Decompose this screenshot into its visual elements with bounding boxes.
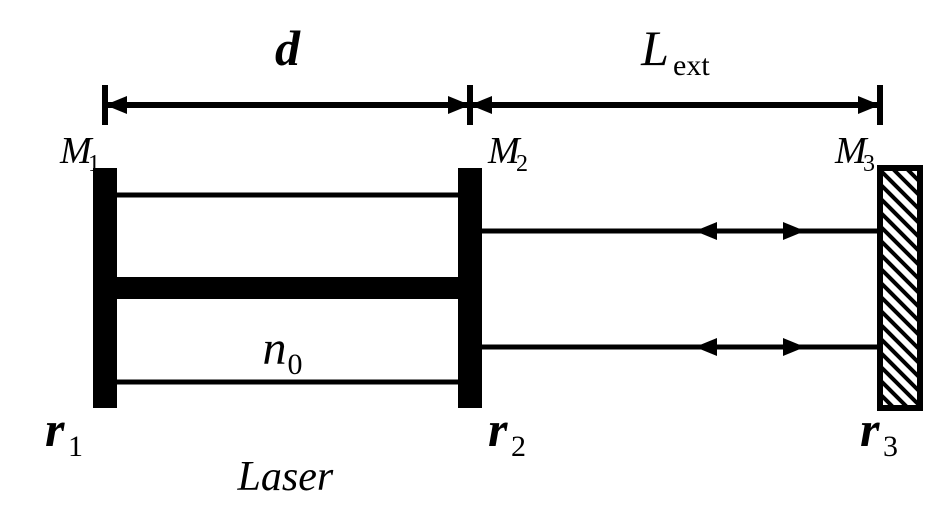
label-n0-group: n 0 (263, 322, 303, 381)
external-beams (482, 222, 880, 356)
label-r3-sub: 3 (883, 430, 898, 463)
label-d: d (275, 20, 301, 76)
beam-lower-arrow-right (783, 338, 805, 356)
dim-arrow-right (858, 96, 880, 114)
beam-upper-arrow-left (695, 222, 717, 240)
beam-upper-arrow-right (783, 222, 805, 240)
r-labels: r 1 r 2 r 3 (45, 401, 898, 463)
label-lext: L (640, 20, 669, 76)
label-n0-sub: 0 (288, 348, 303, 381)
label-lext-sub: ext (673, 49, 710, 82)
optical-diagram: d L ext M 1 M 2 M 3 n 0 (0, 0, 950, 511)
dim-arrow-mid-right (470, 96, 492, 114)
label-n0: n (263, 322, 287, 375)
cavity-center-bar (105, 277, 470, 299)
label-m3-sub: 3 (863, 151, 875, 177)
label-r2-sub: 2 (511, 430, 526, 463)
dim-arrow-mid-left (448, 96, 470, 114)
label-r2: r (488, 401, 508, 457)
schematic-svg: d L ext M 1 M 2 M 3 n 0 (0, 0, 950, 511)
label-r3: r (860, 401, 880, 457)
mirror-3 (880, 168, 920, 408)
beam-lower-arrow-left (695, 338, 717, 356)
dimension-line-group (105, 85, 880, 125)
label-r1-sub: 1 (68, 430, 83, 463)
label-laser: Laser (237, 454, 334, 500)
label-r1: r (45, 401, 65, 457)
mirror-3-hatch (880, 168, 920, 408)
label-m2-sub: 2 (516, 151, 528, 177)
dim-arrow-left (105, 96, 127, 114)
label-lext-group: L ext (640, 20, 710, 82)
